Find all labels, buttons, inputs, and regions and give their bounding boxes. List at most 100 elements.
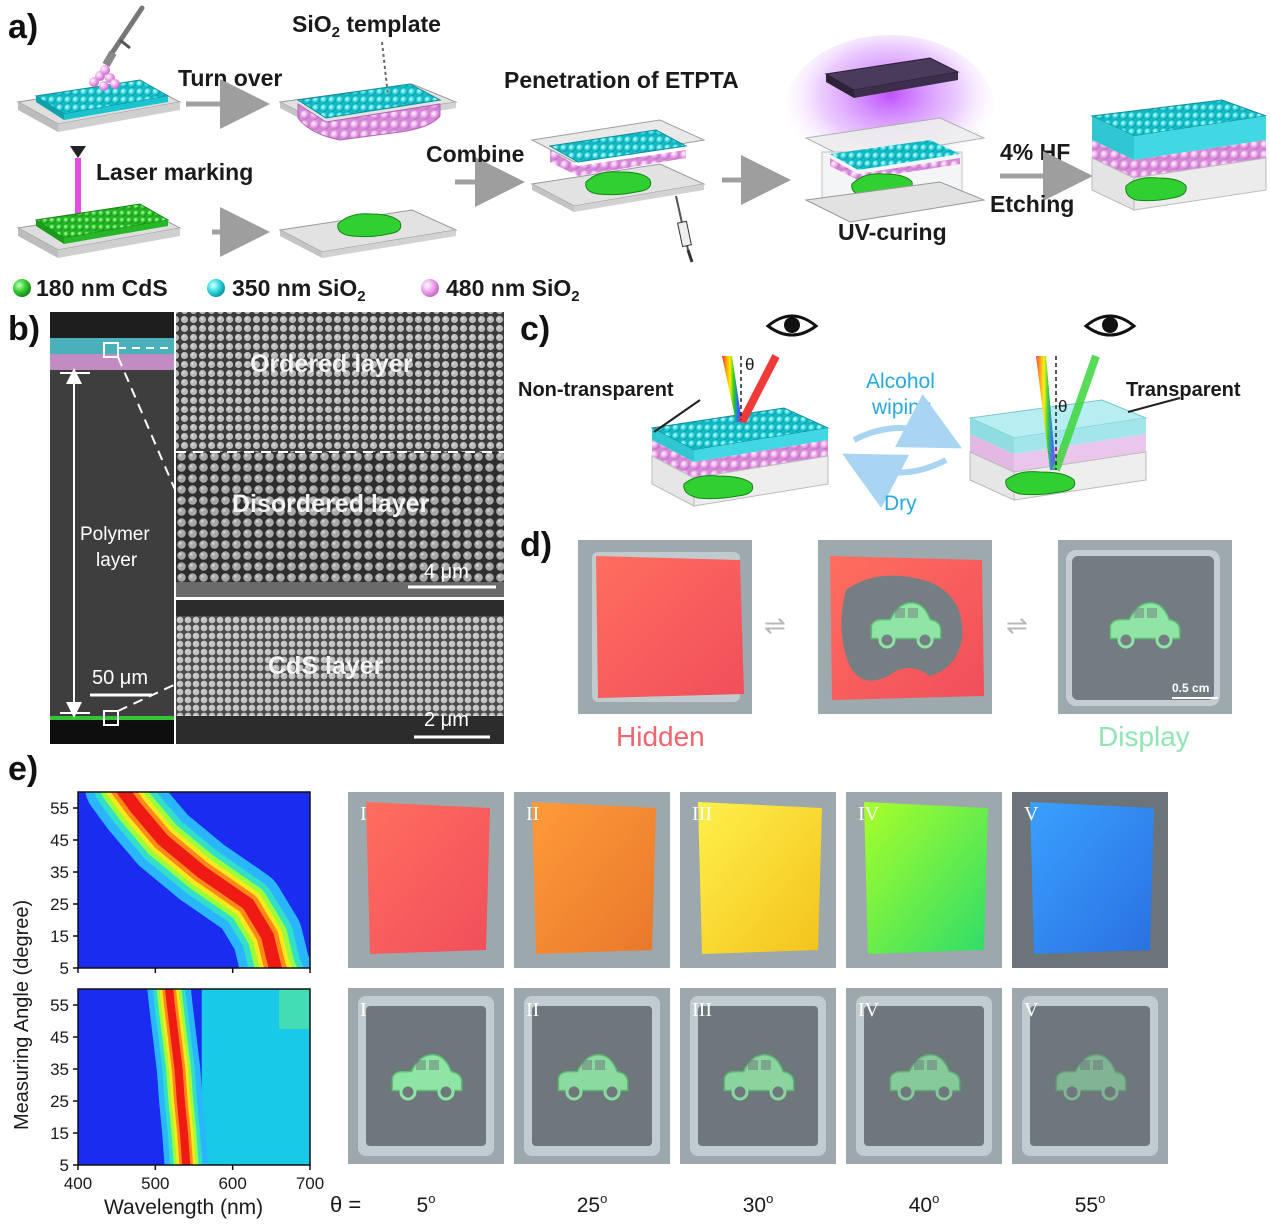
non-transparent-label: Non-transparent — [518, 379, 674, 401]
photo-display: 0.5 cm — [1058, 540, 1232, 714]
sio2-template-stack — [278, 83, 458, 141]
panel-label-e: e) — [8, 750, 38, 788]
sem-ordered-disordered: Ordered layer Disordered layer 4 μm — [176, 312, 504, 597]
e-xlabel: Wavelength (nm) — [104, 1196, 263, 1219]
roman-numeral: III — [692, 803, 712, 825]
roman-numeral: IV — [858, 803, 880, 825]
car-pattern-icon — [391, 1054, 463, 1101]
roman-numeral: I — [360, 999, 367, 1021]
substrate-cyan-layer — [16, 79, 182, 132]
panel-label-b: b) — [8, 310, 40, 348]
angle-photo: III — [680, 988, 836, 1164]
patterned-cds-substrate — [278, 209, 458, 258]
heatmap-band — [165, 989, 191, 1165]
structural-color-film — [366, 802, 490, 954]
pink-particles — [89, 65, 120, 91]
hf-label: 4% HF — [1000, 139, 1070, 165]
angle-photo: V — [1012, 988, 1168, 1164]
roman-numeral: IV — [858, 999, 880, 1021]
y-tick-label: 5 — [60, 1156, 69, 1175]
penetration-label: Penetration of ETPTA — [504, 67, 739, 93]
angle-photo: IV — [846, 988, 1002, 1164]
y-tick-label: 25 — [50, 895, 69, 914]
scale-2-label: 2 μm — [424, 709, 469, 731]
angle-photo: II — [514, 792, 670, 968]
y-tick-label: 55 — [50, 996, 69, 1015]
y-tick-label: 5 — [60, 959, 69, 978]
disordered-layer-label: Disordered layer — [232, 490, 430, 518]
roman-numeral: V — [1024, 999, 1039, 1021]
angle-photo: III — [680, 792, 836, 968]
legend-cds-label: 180 nm CdS — [36, 275, 168, 301]
angle-photo: I — [348, 988, 504, 1164]
equilibrium-2: ⇌ — [1006, 610, 1028, 640]
roman-numeral: V — [1024, 803, 1039, 825]
ordered-layer-label: Ordered layer — [250, 350, 413, 378]
cds-layer-label: CdS layer — [268, 652, 384, 680]
structural-color-film — [1030, 802, 1154, 954]
uv-curing-label: UV-curing — [838, 219, 947, 245]
angle-label: 25o — [577, 1191, 608, 1217]
legend-sio2-480-label: 480 nm SiO2 — [446, 275, 580, 305]
scale-e-label: 0.5 cm — [1198, 1132, 1237, 1147]
heatmap-angle-dependent — [77, 791, 311, 969]
roman-numeral: I — [360, 803, 367, 825]
scale-4-label: 4 μm — [424, 561, 469, 583]
theta-prefix: θ = — [330, 1192, 361, 1217]
car-pattern-icon — [723, 1054, 795, 1101]
car-pattern-icon — [1055, 1054, 1127, 1101]
y-tick-label: 15 — [50, 1124, 69, 1143]
alcohol-label-1: Alcohol — [866, 370, 935, 393]
heatmap-angle-independent — [77, 988, 311, 1166]
arrow-wipe — [852, 393, 962, 449]
uv-curing-stack — [804, 117, 986, 223]
legend-cds-swatch — [13, 279, 31, 297]
etching-label: Etching — [990, 191, 1074, 217]
eye-icon-left — [765, 314, 819, 337]
structural-color-film — [532, 802, 656, 954]
syringe-icon — [675, 195, 694, 263]
polymer-label-2: layer — [96, 550, 138, 571]
y-tick-label: 15 — [50, 927, 69, 946]
car-pattern-icon — [1109, 602, 1181, 649]
airbrush-icon — [102, 5, 145, 67]
y-tick-label: 35 — [50, 1060, 69, 1079]
car-pattern-icon — [870, 602, 942, 649]
photo-hidden — [578, 540, 752, 714]
panel-label-d: d) — [520, 526, 552, 564]
sem-cross-section: Polymer layer 50 μm — [50, 312, 207, 744]
heatmap-background — [279, 989, 310, 1029]
structural-color-film — [864, 802, 988, 954]
legend-sio2-480-swatch — [421, 279, 439, 297]
transparent-film: θ — [968, 354, 1181, 501]
equilibrium-1: ⇌ — [764, 610, 786, 640]
car-pattern-icon — [557, 1054, 629, 1101]
y-tick-label: 25 — [50, 1092, 69, 1111]
y-tick-label: 35 — [50, 863, 69, 882]
structural-color-film — [698, 802, 822, 954]
laser-beam-icon — [70, 146, 86, 214]
combined-stack — [530, 119, 706, 212]
y-tick-label: 45 — [50, 831, 69, 850]
laser-marking-label: Laser marking — [96, 159, 253, 185]
legend: 180 nm CdS 350 nm SiO2 480 nm SiO2 — [13, 275, 580, 305]
legend-sio2-350-swatch — [207, 279, 225, 297]
angle-photo-grid: I II III IV VI II III IV V0.5 cm — [348, 792, 1244, 1164]
heatmap-band — [116, 792, 283, 968]
polymer-label-1: Polymer — [80, 524, 150, 545]
substrate-green-layer — [16, 203, 182, 258]
scale-50-label: 50 μm — [92, 667, 148, 689]
eye-icon-right — [1083, 314, 1137, 337]
sem-cds-layer: CdS layer 2 μm — [176, 600, 504, 744]
combine-label: Combine — [426, 141, 524, 167]
panel-label-a: a) — [8, 8, 38, 46]
angle-labels: 5o 25o 30o 40o 55o — [417, 1191, 1106, 1217]
e-ylabel: Measuring Angle (degree) — [11, 900, 33, 1130]
roman-numeral: II — [526, 999, 539, 1021]
angle-label: 30o — [743, 1191, 774, 1217]
angle-photo: II — [514, 988, 670, 1164]
sio2-template-label: SiO2 template — [292, 11, 441, 41]
legend-sio2-350-label: 350 nm SiO2 — [232, 275, 366, 305]
panel-label-c: c) — [520, 310, 550, 348]
